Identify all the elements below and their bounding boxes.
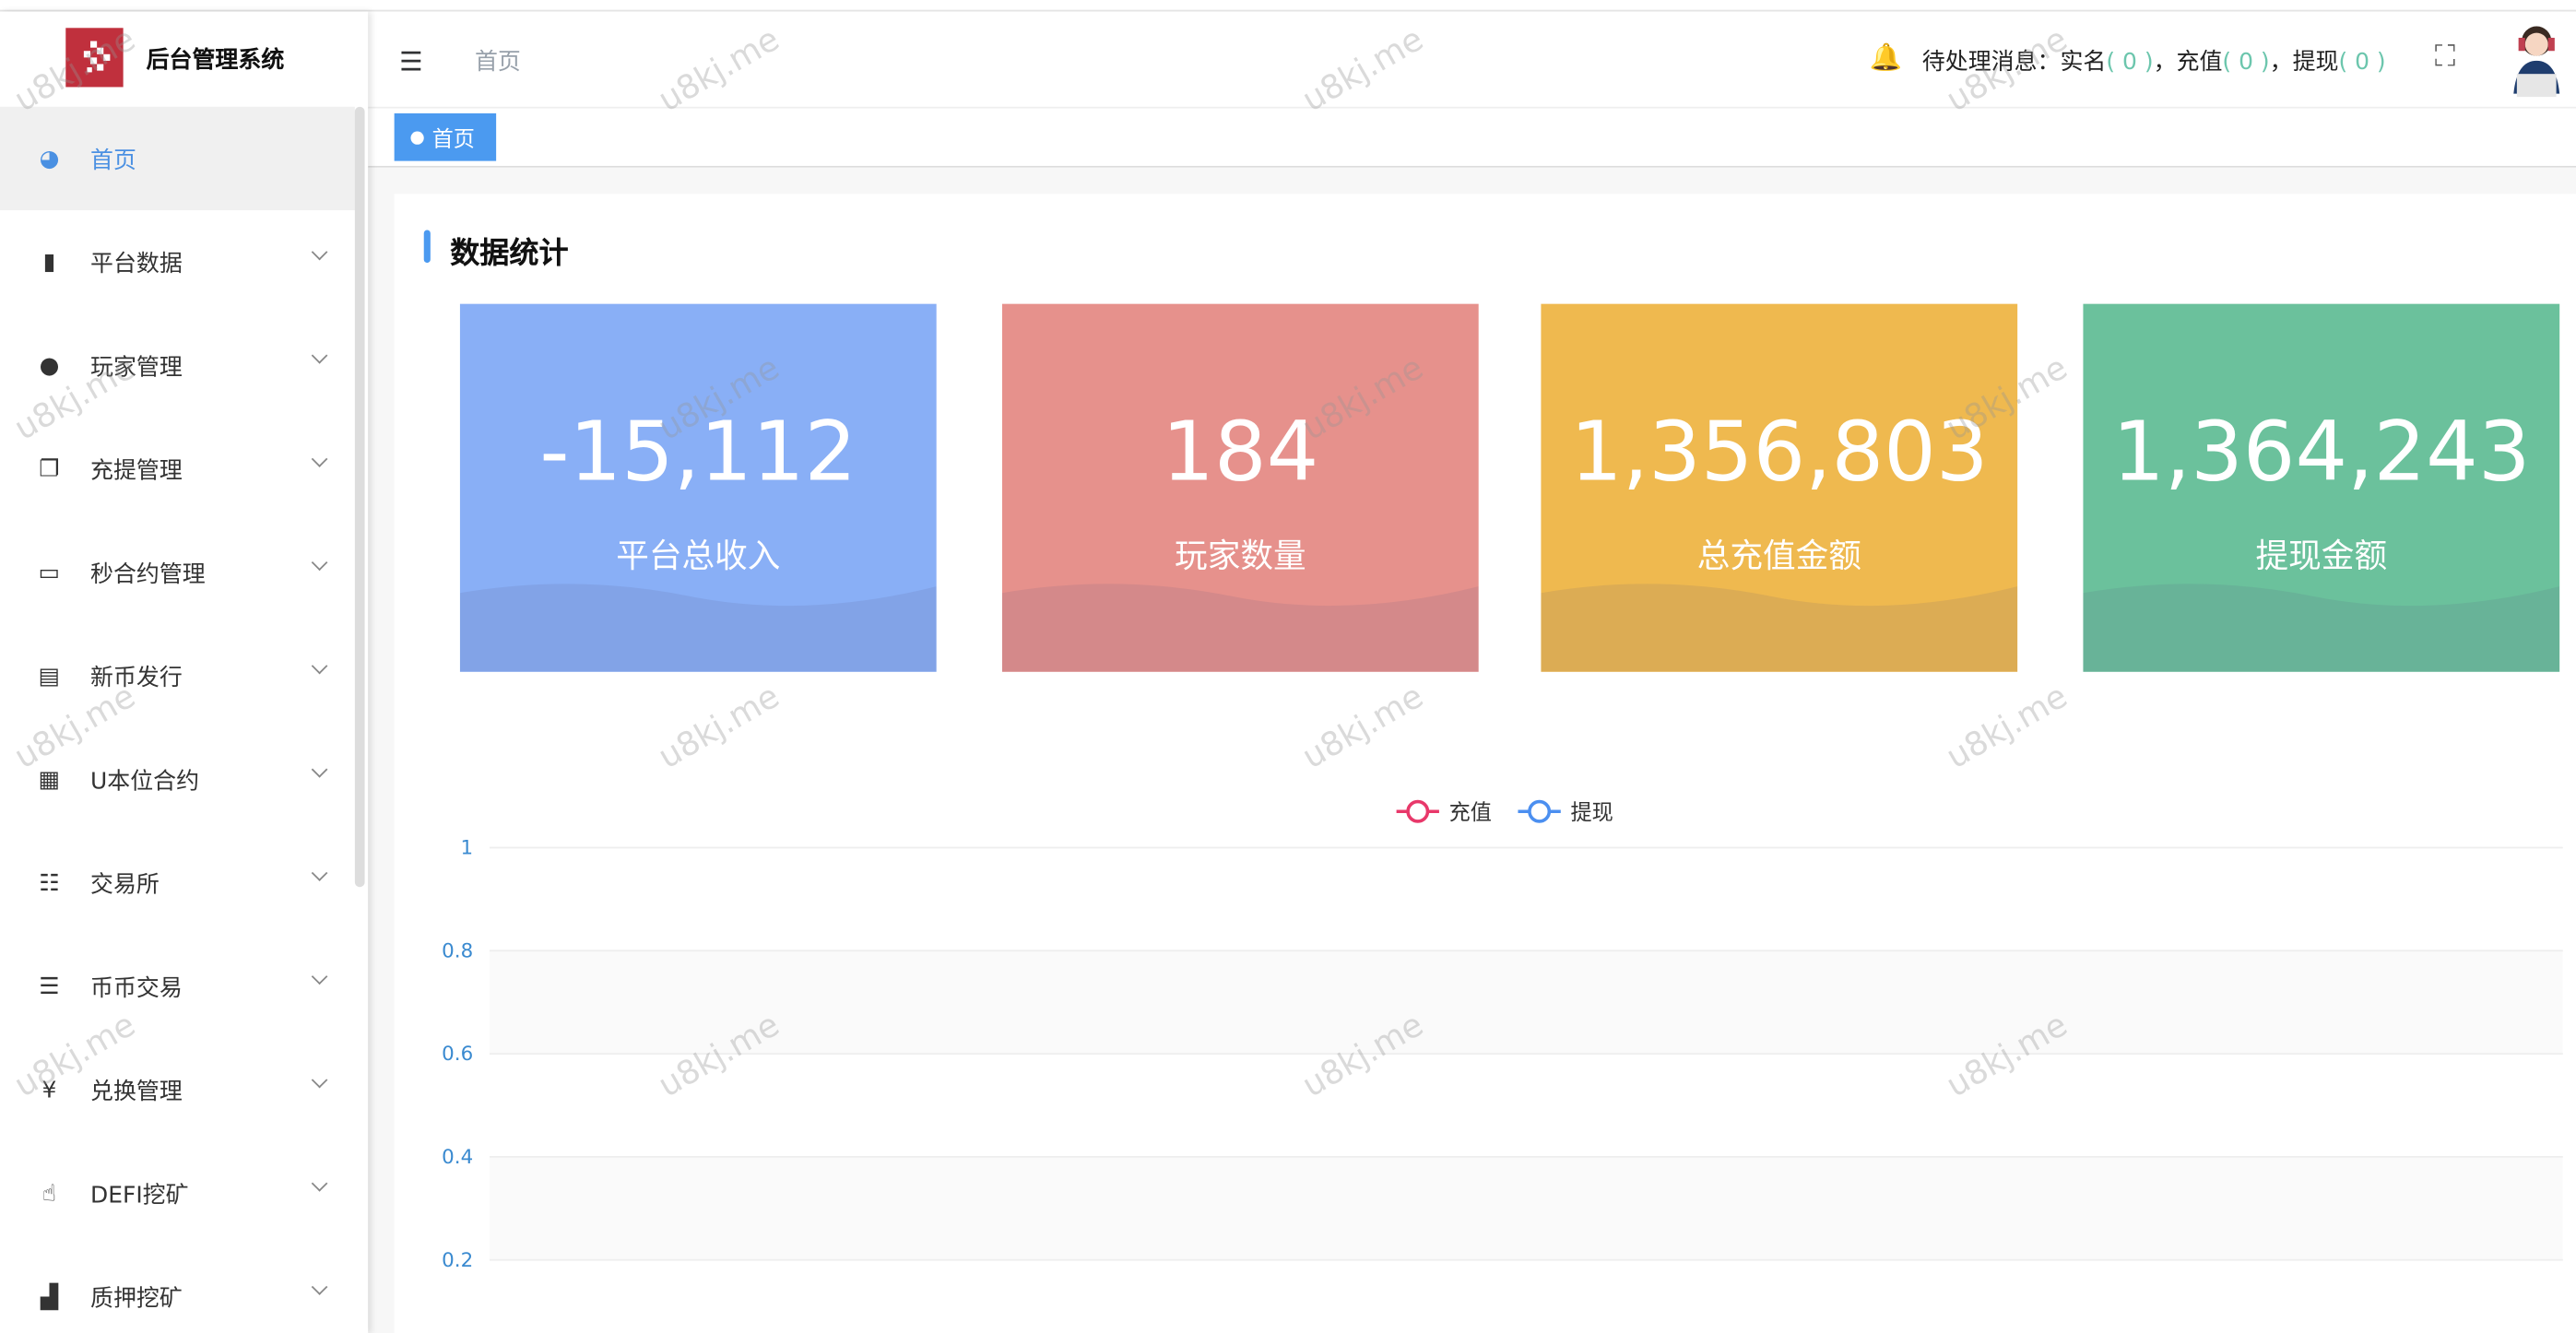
- window-top-edge: [0, 0, 2576, 12]
- stat-label: 总充值金额: [1696, 535, 1861, 575]
- tags-bar: 首页: [368, 108, 2576, 168]
- book-icon: ▮: [42, 248, 56, 276]
- grid-band: [490, 950, 2563, 1055]
- sidebar-item-label: U本位合约: [90, 768, 200, 795]
- chevron-down-icon: [311, 347, 328, 364]
- sidebar-item-label: 币币交易: [90, 974, 183, 1002]
- chevron-down-icon: [311, 554, 328, 572]
- sidebar-item-label: 平台数据: [90, 250, 183, 277]
- bell-icon[interactable]: 🔔: [1869, 41, 1903, 73]
- yen-icon: ¥: [41, 1077, 57, 1103]
- sidebar-item-1[interactable]: ▮ 平台数据: [0, 210, 355, 313]
- sidebar-item-0[interactable]: ◕ 首页: [0, 106, 355, 211]
- stat-box: 184 玩家数量: [1001, 303, 1479, 672]
- table-icon: ▦: [38, 766, 61, 793]
- copy-icon: ❐: [39, 455, 60, 482]
- sidebar-item-label: 交易所: [90, 871, 160, 898]
- y-tick-label: 0.4: [442, 1146, 473, 1169]
- app-title: 后台管理系统: [146, 47, 285, 75]
- sidebar: 后台管理系统 ◕ 首页 ▮ 平台数据 ● 玩家管理 ❐ 充提管理 ▭ 秒合约管理 ▤ 新币发行 ▦ U本位…: [0, 11, 369, 1333]
- logo: [65, 28, 124, 88]
- breadcrumb[interactable]: 首页: [474, 49, 521, 76]
- stat-box: 1,364,243 提现金额: [2083, 303, 2560, 672]
- title-accent: [423, 230, 431, 264]
- stat-value: 184: [1162, 404, 1319, 500]
- sidebar-item-label: 兑换管理: [90, 1078, 183, 1105]
- wave-decoration: [2083, 584, 2560, 672]
- sidebar-item-10[interactable]: ☝ DEFI挖矿: [0, 1141, 355, 1245]
- card-icon: ▤: [38, 662, 61, 690]
- stat-label: 提现金额: [2255, 535, 2388, 575]
- sidebar-item-label: 新币发行: [90, 664, 183, 691]
- chevron-down-icon: [311, 968, 328, 985]
- legend-marker[interactable]: [1528, 799, 1552, 823]
- sidebar-item-label: DEFI挖矿: [90, 1182, 189, 1209]
- chevron-down-icon: [311, 1071, 328, 1089]
- dot-icon: [410, 130, 424, 144]
- stat-value: 1,364,243: [2112, 404, 2531, 500]
- grid-band: [490, 1156, 2563, 1260]
- y-tick-label: 0.6: [442, 1043, 473, 1066]
- avatar[interactable]: [2504, 18, 2570, 100]
- stat-label: 平台总收入: [616, 535, 781, 575]
- wave-decoration: [1541, 584, 2018, 672]
- top-header: ☰ 首页 🔔 待处理消息：实名( 0 )，充值( 0 )，提现( 0 ) ⛶: [368, 11, 2576, 109]
- sidebar-item-2[interactable]: ● 玩家管理: [0, 313, 355, 417]
- line-chart: 1 0.8 0.6 0.4 0.2 充值 提现: [442, 799, 2563, 1272]
- user-icon: ●: [39, 352, 60, 379]
- sidebar-item-label: 秒合约管理: [90, 560, 206, 588]
- stat-value: -15,112: [539, 404, 857, 500]
- chevron-down-icon: [311, 865, 328, 881]
- dashboard-icon: ◕: [39, 145, 60, 172]
- chevron-down-icon: [311, 657, 328, 675]
- stat-box: 1,356,803 总充值金额: [1541, 303, 2018, 672]
- legend-label[interactable]: 提现: [1570, 801, 1613, 825]
- stat-box: -15,112 平台总收入: [459, 303, 937, 672]
- section-title: 数据统计: [450, 236, 569, 272]
- sidebar-item-5[interactable]: ▤ 新币发行: [0, 624, 355, 727]
- sidebar-item-3[interactable]: ❐ 充提管理: [0, 418, 355, 521]
- stat-label: 玩家数量: [1175, 535, 1306, 575]
- sidebar-item-label: 玩家管理: [90, 353, 183, 381]
- list-icon: ☰: [39, 973, 60, 1000]
- sidebar-item-4[interactable]: ▭ 秒合约管理: [0, 521, 355, 624]
- legend-marker[interactable]: [1406, 799, 1430, 823]
- monitor-icon: ▭: [38, 559, 61, 586]
- sidebar-item-label: 质押挖矿: [90, 1285, 183, 1312]
- wave-decoration: [459, 584, 937, 672]
- chevron-down-icon: [311, 1279, 328, 1295]
- y-tick-label: 0.8: [442, 939, 473, 962]
- list-indent-icon: ☷: [39, 869, 60, 897]
- sidebar-item-9[interactable]: ¥ 兑换管理: [0, 1038, 355, 1141]
- tag-home[interactable]: 首页: [394, 112, 497, 161]
- stat-value: 1,356,803: [1570, 404, 1989, 500]
- pending-notice[interactable]: 待处理消息：实名( 0 )，充值( 0 )，提现( 0 ): [1921, 49, 2386, 76]
- sidebar-item-label: 充提管理: [90, 457, 183, 484]
- bar-chart-icon: ▟: [40, 1283, 59, 1311]
- hand-icon: ☝: [41, 1180, 57, 1207]
- wave-decoration: [1001, 584, 1479, 672]
- collapse-menu-icon[interactable]: ☰: [398, 45, 423, 77]
- chevron-down-icon: [311, 451, 328, 467]
- chevron-down-icon: [311, 761, 328, 778]
- sidebar-item-7[interactable]: ☷ 交易所: [0, 832, 355, 935]
- legend-label[interactable]: 充值: [1449, 801, 1492, 825]
- sidebar-item-label: 首页: [90, 147, 136, 173]
- y-tick-label: 1: [461, 837, 474, 860]
- sidebar-item-8[interactable]: ☰ 币币交易: [0, 935, 355, 1038]
- sidebar-item-11[interactable]: ▟ 质押挖矿: [0, 1245, 355, 1333]
- sidebar-scrollbar[interactable]: [354, 106, 365, 888]
- y-tick-label: 0.2: [442, 1249, 473, 1272]
- fullscreen-icon[interactable]: ⛶: [2434, 39, 2456, 75]
- sidebar-item-6[interactable]: ▦ U本位合约: [0, 727, 355, 831]
- chevron-down-icon: [311, 1175, 328, 1192]
- chevron-down-icon: [311, 243, 328, 261]
